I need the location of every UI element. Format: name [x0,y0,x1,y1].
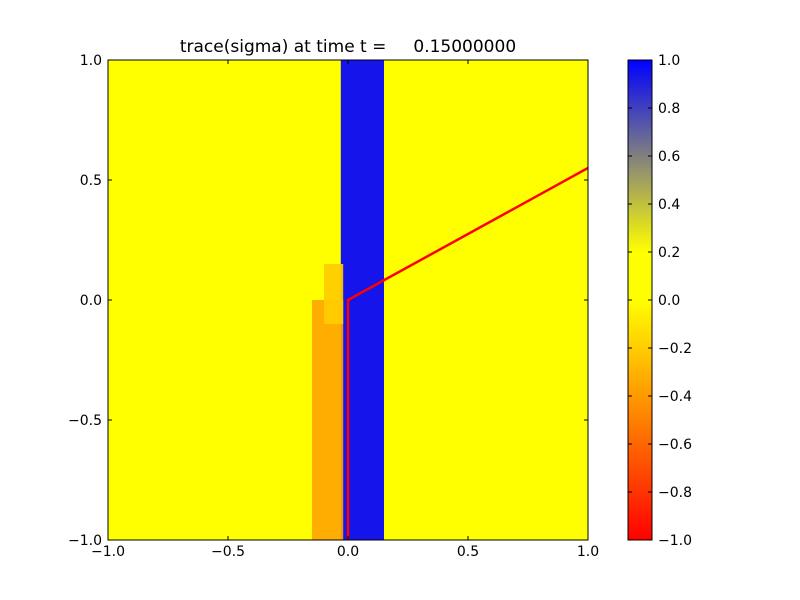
heatmap-region [312,300,344,540]
colorbar-tick-label: 0.6 [658,149,680,165]
colorbar-tick-label: 0.8 [658,101,680,117]
colorbar-tick-label: −0.8 [658,485,692,501]
heatmap-plot: −1.0 −0.5 0.0 0.5 1.0 −1.0 −0.5 0.0 0.5 1.0 [68,53,599,560]
y-tick-label: −1.0 [68,533,102,549]
red-line-series [346,166,588,540]
overlay-lines [346,166,588,540]
colorbar-tick-label: 1.0 [658,53,680,69]
y-tick-label: −0.5 [68,413,102,429]
colorbar-tick-label: 0.4 [658,197,680,213]
colorbar-ticks: 1.0 0.8 0.6 0.4 0.2 0.0 −0.2 −0.4 −0.6 −0.8 −1.0 [628,53,692,549]
chart-title: trace(sigma) at time t = 0.15000000 [180,37,516,57]
y-tick-label: 1.0 [80,53,102,69]
colorbar-tick-label: −0.6 [658,437,692,453]
x-tick-label: −1.0 [91,544,125,560]
y-tick-label: 0.5 [80,173,102,189]
heatmap-region [324,264,344,324]
y-axis: −1.0 −0.5 0.0 0.5 1.0 [68,53,588,549]
colorbar: 1.0 0.8 0.6 0.4 0.2 0.0 −0.2 −0.4 −0.6 −0.8 −1.0 [627,53,692,549]
colorbar-tick-label: 0.0 [658,293,680,309]
y-tick-label: 0.0 [80,293,102,309]
x-tick-label: −0.5 [211,544,245,560]
x-axis: −1.0 −0.5 0.0 0.5 1.0 [91,60,599,560]
colorbar-tick-label: −0.4 [658,389,692,405]
colorbar-tick-label: 0.2 [658,245,680,261]
x-tick-label: 0.5 [457,544,479,560]
x-tick-label: 0.0 [337,544,359,560]
x-tick-label: 1.0 [577,544,599,560]
colorbar-tick-label: −1.0 [658,533,692,549]
colorbar-tick-label: −0.2 [658,341,692,357]
